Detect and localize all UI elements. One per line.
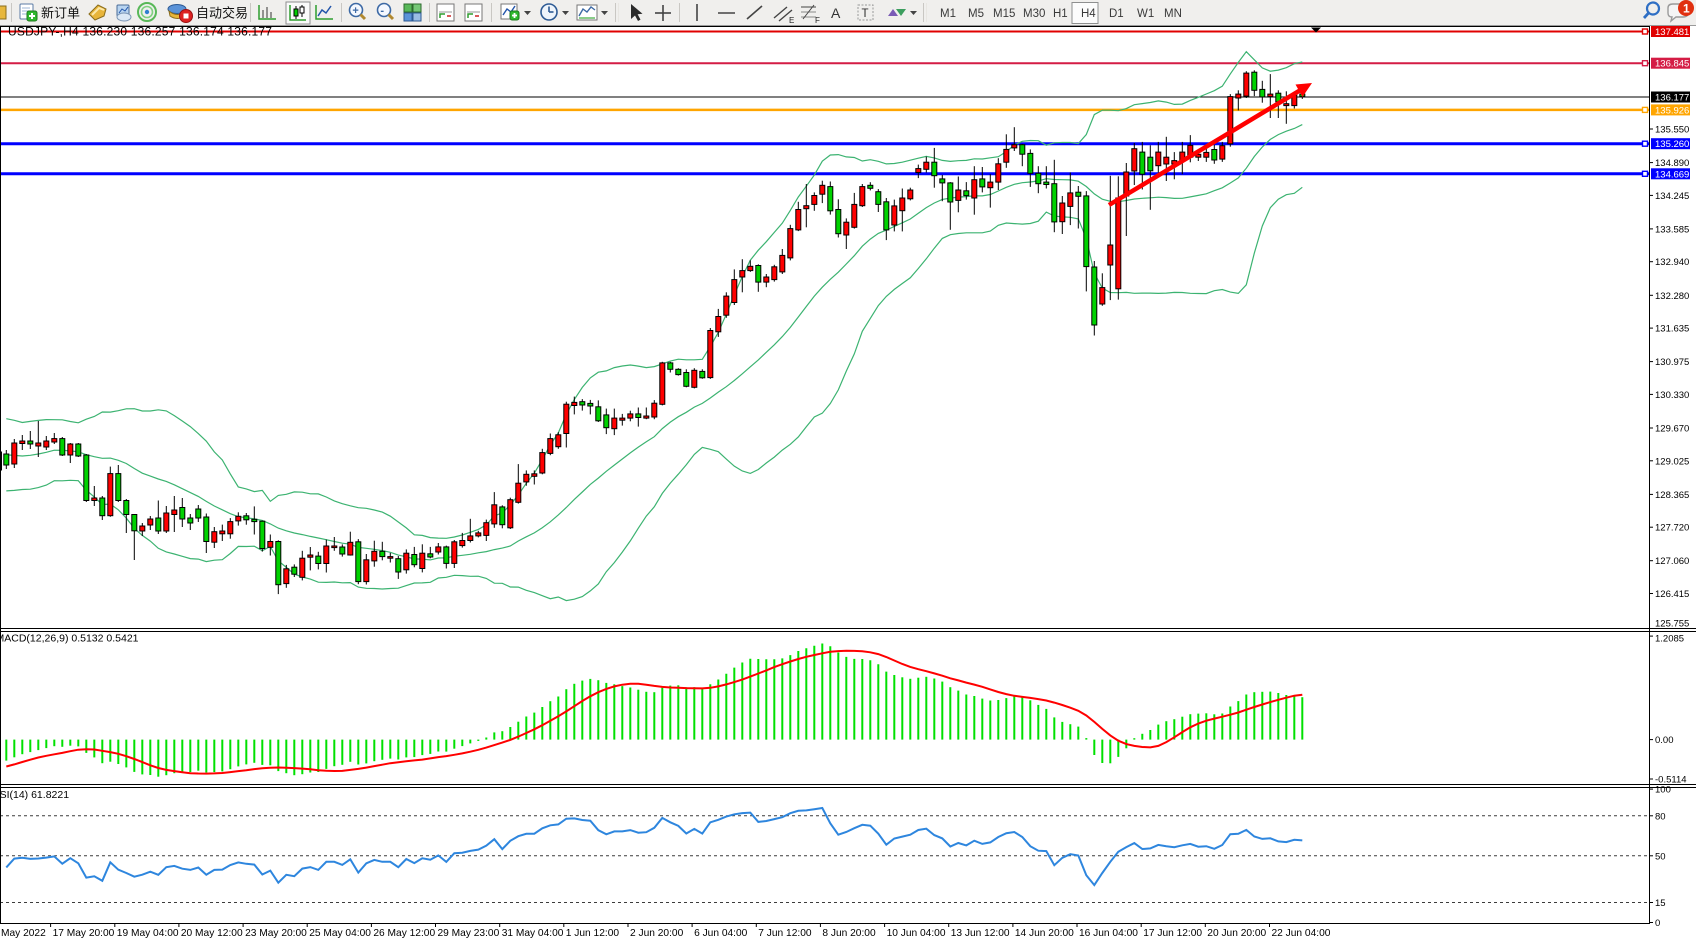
svg-text:2 Jun 20:00: 2 Jun 20:00 [630,928,684,939]
svg-text:10 Jun 04:00: 10 Jun 04:00 [887,928,946,939]
svg-text:M5: M5 [968,8,984,20]
svg-text:1 Jun 12:00: 1 Jun 12:00 [566,928,620,939]
svg-text:100: 100 [1655,785,1671,796]
svg-text:132.280: 132.280 [1655,291,1689,302]
svg-text:M15: M15 [993,8,1015,20]
svg-text:134.890: 134.890 [1655,158,1689,169]
svg-text:自动交易: 自动交易 [196,6,248,21]
svg-text:130.975: 130.975 [1655,357,1689,368]
svg-text:31 May 04:00: 31 May 04:00 [502,928,564,939]
svg-text:137.481: 137.481 [1655,27,1689,38]
svg-text:17 May 20:00: 17 May 20:00 [53,928,115,939]
svg-text:131.635: 131.635 [1655,324,1689,335]
svg-text:135.260: 135.260 [1655,139,1689,150]
svg-text:15: 15 [1655,898,1666,909]
svg-text:134.245: 134.245 [1655,191,1689,202]
svg-text:16 Jun 04:00: 16 Jun 04:00 [1079,928,1138,939]
svg-text:23 May 20:00: 23 May 20:00 [245,928,307,939]
svg-text:19 May 04:00: 19 May 04:00 [117,928,179,939]
svg-text:136.845: 136.845 [1655,59,1689,70]
svg-text:-: - [380,5,384,17]
svg-text:USDJPY-,H4 136.230 136.257 13: USDJPY-,H4 136.230 136.257 136.174 136.1… [8,25,272,39]
svg-text:14 Jun 20:00: 14 Jun 20:00 [1015,928,1074,939]
svg-text:29 May 23:00: 29 May 23:00 [438,928,500,939]
svg-text:25 May 04:00: 25 May 04:00 [309,928,371,939]
svg-text:MN: MN [1164,8,1182,20]
svg-text:126.415: 126.415 [1655,589,1689,600]
svg-text:13 Jun 12:00: 13 Jun 12:00 [951,928,1010,939]
svg-text:20 Jun 20:00: 20 Jun 20:00 [1207,928,1266,939]
svg-text:50: 50 [1655,851,1666,862]
svg-text:M30: M30 [1023,8,1045,20]
svg-text:128.365: 128.365 [1655,490,1689,501]
svg-text:1.2085: 1.2085 [1655,634,1684,645]
svg-text:135.926: 135.926 [1655,105,1689,116]
svg-text:26 May 12:00: 26 May 12:00 [373,928,435,939]
svg-text:20 May 12:00: 20 May 12:00 [181,928,243,939]
svg-text:May 2022: May 2022 [1,928,46,939]
svg-text:F: F [815,16,820,25]
svg-text:H1: H1 [1053,8,1068,20]
svg-text:MACD(12,26,9) 0.5132 0.5421: MACD(12,26,9) 0.5132 0.5421 [0,633,139,645]
svg-text:7 Jun 12:00: 7 Jun 12:00 [758,928,812,939]
svg-text:0: 0 [1655,918,1660,929]
svg-text:D1: D1 [1109,8,1124,20]
svg-text:0.00: 0.00 [1655,735,1674,746]
svg-text:6 Jun 04:00: 6 Jun 04:00 [694,928,748,939]
svg-text:136.177: 136.177 [1655,93,1689,104]
svg-text:W1: W1 [1137,8,1154,20]
svg-text:8 Jun 20:00: 8 Jun 20:00 [822,928,876,939]
svg-text:H4: H4 [1081,8,1096,20]
svg-text:132.940: 132.940 [1655,257,1689,268]
svg-text:133.585: 133.585 [1655,224,1689,235]
svg-text:22 Jun 04:00: 22 Jun 04:00 [1272,928,1331,939]
svg-text:T: T [862,8,869,20]
svg-text:M1: M1 [940,8,956,20]
svg-text:A: A [831,5,841,21]
svg-text:127.720: 127.720 [1655,523,1689,534]
svg-text:125.755: 125.755 [1655,619,1689,630]
svg-text:-0.5114: -0.5114 [1655,775,1687,786]
svg-text:17 Jun 12:00: 17 Jun 12:00 [1143,928,1202,939]
svg-text:+: + [352,5,358,17]
svg-text:1: 1 [1683,2,1690,16]
svg-text:RSI(14) 61.8221: RSI(14) 61.8221 [0,789,69,801]
svg-text:130.330: 130.330 [1655,390,1689,401]
svg-text:80: 80 [1655,811,1666,822]
svg-text:135.550: 135.550 [1655,125,1689,136]
svg-text:E: E [789,16,794,25]
svg-text:127.060: 127.060 [1655,556,1689,567]
svg-text:129.670: 129.670 [1655,424,1689,435]
svg-text:134.669: 134.669 [1655,169,1689,180]
svg-text:新订单: 新订单 [41,6,80,21]
svg-text:129.025: 129.025 [1655,456,1689,467]
